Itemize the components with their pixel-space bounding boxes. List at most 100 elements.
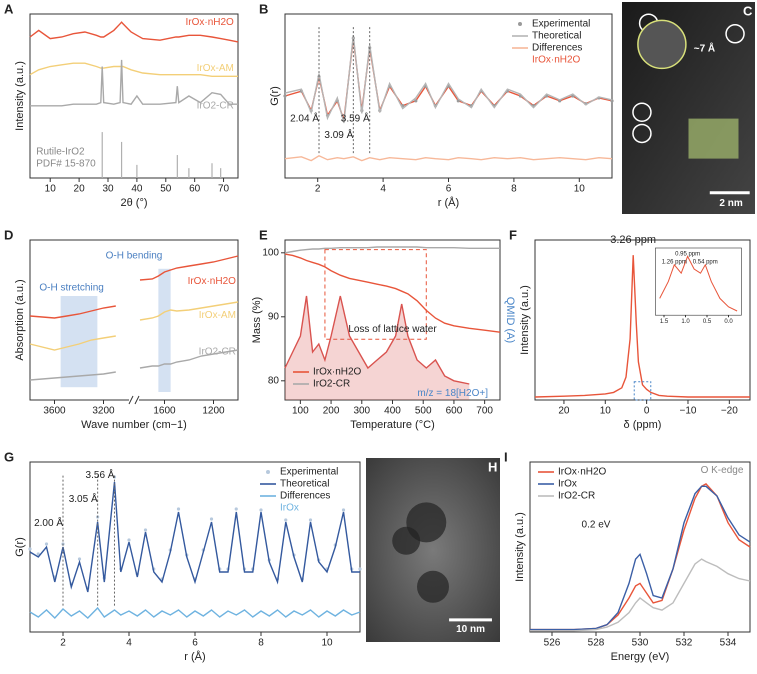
peak-label: 3.59 Å xyxy=(341,112,370,125)
y-axis-label: G(r) xyxy=(14,537,26,557)
point xyxy=(284,518,288,522)
panel-label: H xyxy=(488,459,497,474)
line xyxy=(284,295,470,385)
particle xyxy=(392,526,421,555)
plot-frame xyxy=(29,13,239,179)
reference-label: PDF# 15-870 xyxy=(36,158,96,169)
marker-circle xyxy=(632,123,652,144)
y2-axis-label: QMID (A) xyxy=(504,297,516,343)
inset-tick-label: 0.5 xyxy=(703,319,712,325)
x-axis-label: Temperature (°C) xyxy=(350,419,434,431)
line xyxy=(530,483,751,631)
inset-peak-label: 0.95 ppm xyxy=(675,252,700,258)
legend-label: IrO2-CR xyxy=(313,379,350,390)
panel-label: E xyxy=(259,227,268,242)
x-tick-label: 50 xyxy=(160,184,172,195)
annotation: Loss of lattice water xyxy=(348,324,437,335)
line xyxy=(30,59,238,107)
legend-note: IrOx xyxy=(280,503,299,514)
legend-label: Differences xyxy=(280,491,330,502)
line xyxy=(29,606,361,620)
line xyxy=(29,21,239,43)
x-tick-label: 20 xyxy=(558,406,570,417)
point xyxy=(358,567,362,571)
x-tick-label: 526 xyxy=(544,638,561,649)
x-tick-label: −10 xyxy=(679,406,696,417)
peak-label: 2.00 Å xyxy=(34,516,63,529)
legend-label: Differences xyxy=(532,43,582,54)
peak-label: 3.05 Å xyxy=(69,492,98,505)
point xyxy=(44,542,49,546)
x-tick-label: 2 xyxy=(60,638,66,649)
series-label: IrOx-AM xyxy=(199,310,236,321)
point xyxy=(283,94,287,98)
x-axis-label: r (Å) xyxy=(438,196,459,209)
x-tick-label: 3600 xyxy=(43,406,66,417)
band xyxy=(158,268,171,392)
annotation: O K-edge xyxy=(701,465,744,476)
annotation: m/z = 18[H2O+] xyxy=(417,388,488,399)
inset-source xyxy=(633,381,652,401)
x-axis-label: δ (ppm) xyxy=(624,419,662,431)
x-tick-label: 534 xyxy=(720,638,737,649)
point xyxy=(341,508,346,512)
y-tick-label: 100 xyxy=(262,247,279,258)
legend-label: Theoretical xyxy=(280,479,329,490)
break-mark xyxy=(128,395,134,405)
panel-label: F xyxy=(509,227,517,242)
inset-tick-label: 1.0 xyxy=(681,319,690,325)
inset-line xyxy=(659,255,738,312)
x-axis-label: Energy (eV) xyxy=(611,651,670,663)
plot-frame xyxy=(534,239,751,401)
line xyxy=(284,246,500,254)
panel-label: D xyxy=(4,227,13,242)
x-tick-label: 70 xyxy=(218,184,230,195)
x-tick-label: 10 xyxy=(321,638,333,649)
line xyxy=(29,349,239,381)
line xyxy=(29,481,360,593)
line xyxy=(29,255,239,319)
reference-label: Rutile-IrO2 xyxy=(36,146,85,157)
marker-circle xyxy=(632,102,652,122)
particle xyxy=(417,570,449,603)
x-tick-label: 400 xyxy=(384,406,401,417)
series-label: IrOx-AM xyxy=(197,63,234,74)
line xyxy=(29,301,239,351)
point xyxy=(36,552,40,556)
axis-break xyxy=(129,396,139,404)
y-tick-label: 80 xyxy=(268,375,280,386)
panel-label: C xyxy=(743,3,753,18)
line xyxy=(530,485,751,631)
legend-label: Theoretical xyxy=(532,31,581,42)
point xyxy=(234,507,238,511)
point xyxy=(259,508,263,512)
area xyxy=(285,296,470,400)
micrograph xyxy=(366,458,500,642)
point xyxy=(77,557,82,561)
series-label: IrO2-CR xyxy=(197,100,234,111)
legend-swatch xyxy=(518,22,522,26)
x-tick-label: 40 xyxy=(131,184,143,195)
panel-label: I xyxy=(504,449,508,464)
annotation: 0.2 eV xyxy=(582,520,611,531)
x-tick-label: 600 xyxy=(446,406,463,417)
inset-peak-label: 0.54 ppm xyxy=(693,260,718,266)
peak-label: 3.56 Å xyxy=(86,468,115,481)
x-tick-label: 528 xyxy=(588,638,605,649)
annotation: ~7 Å xyxy=(694,41,715,54)
peak-label: 2.04 Å xyxy=(290,112,319,125)
y-axis-label: Mass (%) xyxy=(251,297,263,343)
band xyxy=(60,296,98,388)
marker-circle xyxy=(725,24,745,44)
y-axis-label: Absorption (a.u.) xyxy=(14,279,26,360)
y-tick-label: 90 xyxy=(268,311,280,322)
legend-label: IrOx·nH2O xyxy=(313,367,362,378)
structure xyxy=(688,118,739,159)
y-axis-label: G(r) xyxy=(269,86,281,106)
x-tick-label: 8 xyxy=(258,638,264,649)
point xyxy=(414,99,418,103)
peak-label: 3.26 ppm xyxy=(610,234,656,246)
line xyxy=(284,35,613,124)
series-label: IrOx·nH2O xyxy=(185,17,234,28)
inset-peak-label: 1.26 ppm xyxy=(662,260,687,266)
